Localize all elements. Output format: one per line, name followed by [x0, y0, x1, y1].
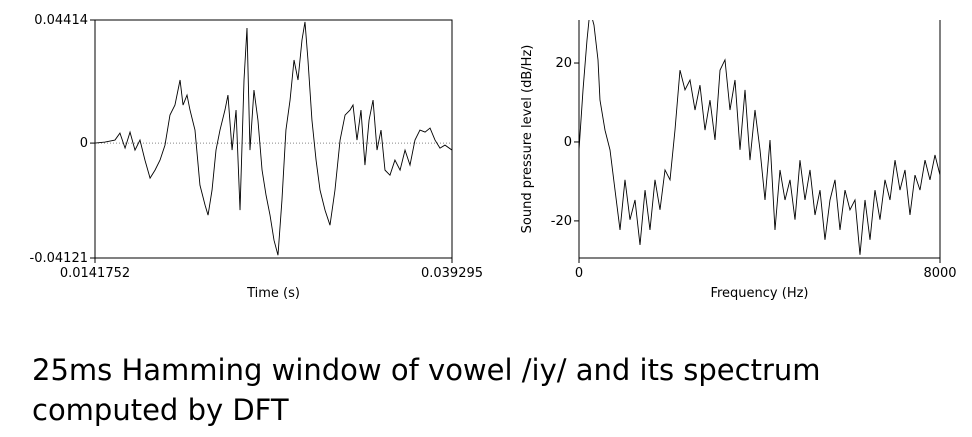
- plot-frame: [94, 19, 453, 259]
- y-tick-label: 0: [564, 135, 572, 150]
- x-tick-label: 8000: [923, 266, 956, 281]
- x-tick-label: 0: [575, 266, 583, 281]
- x-tick-label: 0.0141752: [60, 266, 130, 281]
- y-tick-label: -20: [551, 214, 572, 229]
- line: [579, 20, 940, 255]
- y-tick-label: -0.04121: [30, 251, 88, 266]
- x-axis-label: Frequency (Hz): [710, 286, 808, 301]
- caption: 25ms Hamming window of vowel /iy/ and it…: [32, 353, 821, 427]
- x-tick-label: 0.039295: [421, 266, 483, 281]
- y-tick-label: 20: [555, 56, 572, 71]
- charts: -0.04121 0 0.04414 0.0141752 0.039295 Time (s…: [30, 13, 957, 301]
- x-axis-label: Time (s): [246, 286, 300, 301]
- y-tick-label: 0: [80, 136, 88, 151]
- y-axis-label: Sound pressure level (dB/Hz): [520, 45, 535, 234]
- y-tick-label: 0.04414: [34, 13, 88, 28]
- line: [95, 21, 452, 256]
